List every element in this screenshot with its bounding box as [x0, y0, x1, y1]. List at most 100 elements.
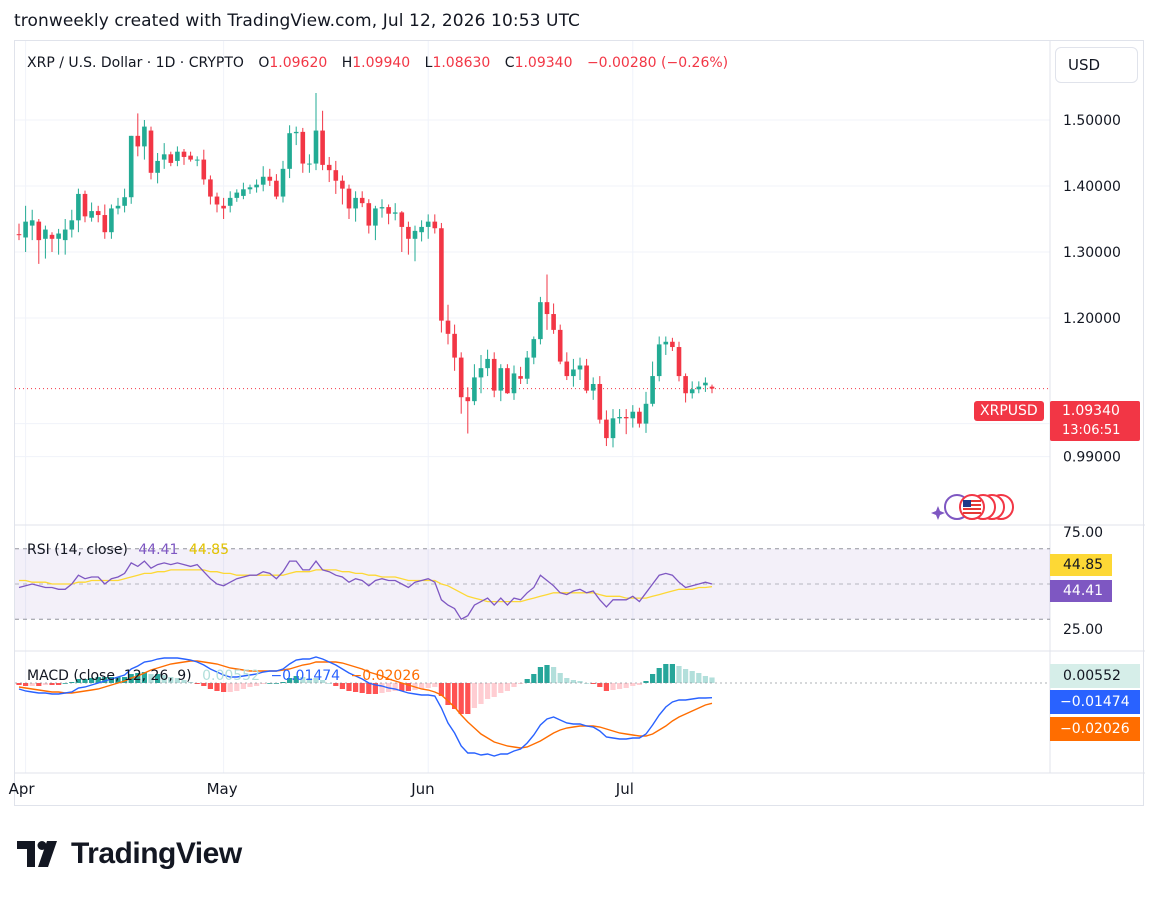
macd-histogram-bar: [82, 679, 88, 683]
us-flag-icon: [959, 494, 985, 520]
macd-legend[interactable]: MACD (close, 12, 26, 9) 0.00552 −0.01474…: [27, 668, 420, 684]
macd-histogram-bar: [102, 677, 108, 683]
chart-attribution: tronweekly created with TradingView.com,…: [14, 11, 581, 31]
chart-frame[interactable]: [14, 40, 1144, 806]
candle-body: [300, 131, 306, 164]
candle-body: [148, 130, 154, 173]
macd-histogram-bar: [564, 678, 570, 683]
price-tick-label: 0.99000: [1063, 450, 1121, 466]
macd-histogram-bar: [531, 674, 537, 683]
last-price-value: 1.09340: [1062, 403, 1120, 419]
macd-histogram-bar: [89, 678, 95, 683]
candle-body: [227, 197, 233, 206]
candle-body: [95, 211, 101, 216]
candle-body: [287, 133, 292, 169]
change-value: −0.00280 (−0.26%): [586, 55, 729, 71]
candle-body: [29, 220, 35, 226]
price-tick-label: 1.50000: [1063, 113, 1121, 129]
candle-body: [439, 228, 444, 321]
rsi-ma-tag: 44.85: [1050, 554, 1112, 576]
rsi-tick-label: 25.00: [1063, 622, 1103, 638]
candle-body: [69, 220, 75, 230]
candle-body: [676, 347, 682, 377]
macd-histogram-bar: [544, 665, 550, 683]
macd-signal-line: [18, 660, 713, 749]
macd-histogram-bar: [306, 678, 312, 683]
macd-histogram-bar: [353, 683, 359, 692]
candle-body: [491, 358, 497, 391]
macd-histogram-bar: [399, 683, 405, 691]
candle-body: [181, 151, 187, 157]
candle-body: [689, 389, 695, 394]
candle-body: [214, 196, 220, 205]
candle-body: [280, 168, 286, 197]
candle-body: [412, 230, 418, 239]
macd-histogram-bar: [287, 678, 293, 683]
tradingview-logo[interactable]: TradingView: [17, 836, 242, 872]
candle-body: [696, 386, 702, 390]
macd-histogram-bar: [610, 683, 616, 690]
candle-body: [208, 179, 213, 197]
candle-body: [194, 159, 200, 161]
macd-histogram-bar: [234, 683, 240, 691]
time-tick-label: Jun: [410, 780, 434, 798]
symbol-title[interactable]: XRP / U.S. Dollar · 1D · CRYPTO: [27, 55, 244, 71]
candle-body: [122, 197, 127, 206]
macd-histogram-bar: [254, 683, 260, 686]
macd-value-tag: −0.01474: [1050, 690, 1140, 714]
macd-signal-legend: −0.02026: [350, 668, 421, 684]
event-markers[interactable]: [930, 492, 1020, 524]
macd-histogram-bar: [524, 679, 530, 683]
symbol-price-tag: XRPUSD: [974, 401, 1044, 421]
candle-body: [43, 229, 48, 239]
candle-body: [663, 341, 669, 345]
macd-histogram-bar: [221, 683, 227, 692]
candle-body: [82, 193, 88, 217]
candle-body: [293, 131, 299, 134]
close-value: 1.09340: [514, 55, 573, 71]
candle-body: [16, 234, 22, 236]
candle-body: [505, 368, 510, 394]
candle-body: [56, 233, 61, 239]
macd-histogram-bar: [95, 677, 101, 683]
candle-body: [406, 226, 411, 239]
macd-histogram-bar: [551, 667, 557, 683]
rsi-label: RSI (14, close): [27, 542, 128, 558]
candle-body: [656, 344, 662, 377]
macd-histogram-bar: [683, 669, 689, 683]
candle-body: [571, 369, 576, 377]
countdown-value: 13:06:51: [1062, 423, 1121, 438]
currency-button[interactable]: USD: [1055, 47, 1138, 83]
candle-body: [201, 159, 207, 180]
macd-histogram-bar: [36, 683, 42, 686]
macd-histogram-bar: [174, 678, 180, 683]
candle-body: [379, 207, 385, 209]
candle-body: [320, 130, 325, 165]
macd-histogram-bar: [29, 683, 35, 686]
candle-body: [353, 197, 358, 209]
candle-body: [89, 211, 94, 218]
price-tick-label: 1.40000: [1063, 179, 1121, 195]
candle-body: [584, 365, 589, 391]
macd-histogram-bar: [260, 683, 266, 684]
macd-histogram-bar: [16, 683, 22, 685]
rsi-legend[interactable]: RSI (14, close) 44.41 44.85: [27, 542, 229, 558]
rsi-background-band: [15, 548, 1050, 620]
macd-histogram-bar: [511, 683, 517, 687]
tradingview-logo-icon: [17, 841, 57, 867]
footer-brand: TradingView: [71, 837, 242, 870]
candle-body: [115, 205, 121, 209]
candle-body: [531, 339, 537, 358]
candle-body: [267, 176, 273, 181]
macd-histogram-bar: [471, 683, 477, 708]
macd-histogram-bar: [491, 683, 497, 697]
candle-body: [597, 384, 603, 420]
candle-body: [419, 226, 424, 233]
price-tick-label: 1.30000: [1063, 245, 1121, 261]
macd-histogram-bar: [537, 667, 543, 683]
candle-body: [254, 184, 259, 188]
candle-body: [161, 154, 167, 160]
rsi-value-tag: 44.41: [1050, 580, 1112, 602]
macd-histogram-bar: [405, 683, 411, 691]
